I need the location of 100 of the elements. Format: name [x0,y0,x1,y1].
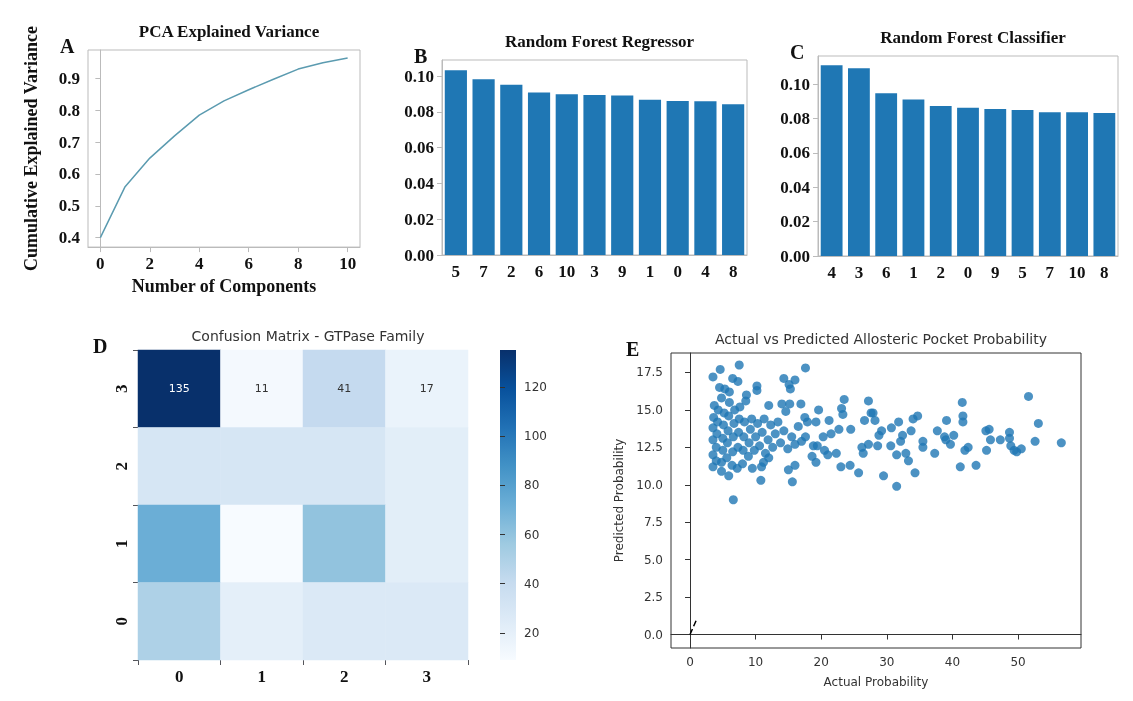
bar [527,92,551,255]
x-tick-label: 10 [747,655,764,669]
bar [929,105,952,256]
bar [957,107,979,256]
x-tick-label: 1 [909,263,918,282]
y-tick-label: 0.8 [58,100,80,120]
y-tick-label: 0.02 [404,209,434,229]
y-tick-label: 0.06 [404,138,434,158]
x-tick-label: 0 [963,263,973,282]
x-tick-label: 40 [944,655,961,669]
chart-title: Confusion Matrix - GTPase Family [191,328,425,344]
y-tick-label: 0.02 [780,212,810,232]
x-tick-label: 2 [145,254,155,274]
x-tick-label: 8 [293,254,303,274]
y-tick-label: 10.0 [636,477,663,492]
bar [583,95,606,255]
x-tick-label: 5 [1018,263,1027,282]
x-tick-label: 20 [813,655,829,669]
bar [1011,110,1034,256]
bar [1038,112,1061,256]
y-tick-label: 2 [112,462,131,471]
y-tick-label: 0.5 [58,196,80,216]
chart-title: PCA Explained Variance [138,22,320,41]
color-bar-label: 40 [524,576,540,591]
bar [472,79,495,255]
y-tick-label: 12.5 [636,440,663,455]
y-tick-label: 0.06 [780,143,810,163]
y-tick-label: 5.0 [643,552,663,567]
y-tick-label: 0.6 [58,164,80,184]
x-tick-label: 8 [728,262,738,281]
bar [848,68,870,256]
text: E [626,338,640,360]
y-tick-label: 0.10 [780,74,810,94]
x-tick-label: 6 [881,263,891,282]
x-tick-label: 3 [590,262,599,281]
chart-title: Random Forest Regressor [504,32,695,51]
text: D [93,335,108,357]
y-tick-label: 0.04 [404,173,435,193]
data-label: 11 [254,382,269,396]
x-tick-label: 2 [936,263,945,282]
y-axis-title: Cumulative Explained Variance [21,26,41,272]
y-tick-label: 15.0 [636,402,663,417]
x-tick-label: 0 [686,655,694,669]
y-axis-title: Predicted Probability [612,438,627,563]
chart-title: Random Forest Classifier [880,28,1067,47]
bar [820,65,843,256]
line-series [99,57,349,239]
y-tick-label: 7.5 [643,515,663,530]
y-tick-label: 17.5 [636,365,663,380]
data-label: 41 [337,382,352,396]
data-label: 17 [419,382,434,396]
text: A [60,35,75,57]
color-bar-label: 100 [524,429,547,444]
x-tick-label: 50 [1010,655,1026,669]
bar [555,94,578,255]
x-tick-label: 2 [507,262,516,281]
y-tick-label: 0.08 [404,102,434,122]
x-tick-label: 6 [534,262,544,281]
x-tick-label: 10 [558,262,576,281]
bar [1093,113,1116,256]
bar [666,100,689,255]
x-axis-title: Number of Components [131,276,317,296]
y-tick-label: 1 [112,539,131,548]
y-tick-label: 0.10 [404,66,434,86]
color-bar-label: 80 [524,478,540,493]
x-tick-label: 2 [340,667,349,686]
color-bar-label: 60 [524,527,540,542]
y-tick-label: 0.7 [58,132,81,152]
text: B [414,45,428,67]
x-tick-label: 6 [244,254,253,274]
y-tick-label: 0.9 [58,69,80,89]
bar [500,84,523,255]
bar [722,104,745,255]
y-tick-label: 0.00 [404,245,434,265]
y-tick-label: 3 [112,384,131,393]
x-tick-label: 4 [827,263,837,282]
x-tick-label: 8 [1100,263,1109,282]
x-tick-label: 4 [701,262,711,281]
x-tick-label: 5 [451,262,461,281]
x-tick-label: 1 [257,667,266,686]
bar [694,101,717,255]
x-tick-label: 0 [673,262,682,281]
x-tick-label: 3 [854,263,864,282]
chart-title: Actual vs Predicted Allosteric Pocket Probability [715,331,1047,347]
bar [1066,112,1088,256]
bar [984,109,1007,256]
x-tick-label: 0 [175,667,184,686]
x-tick-label: 30 [879,655,895,669]
data-label: 135 [168,382,190,396]
y-tick-label: 0 [112,617,131,626]
y-tick-label: 0.0 [643,627,663,642]
y-tick-label: 0.00 [780,246,810,266]
color-bar-label: 120 [524,379,547,394]
x-tick-label: 9 [617,262,627,281]
x-tick-label: 9 [991,263,1000,282]
x-tick-label: 0 [96,254,105,274]
y-tick-label: 2.5 [643,590,663,605]
text: C [790,41,805,63]
x-tick-label: 10 [1068,263,1086,282]
bar [638,99,662,255]
